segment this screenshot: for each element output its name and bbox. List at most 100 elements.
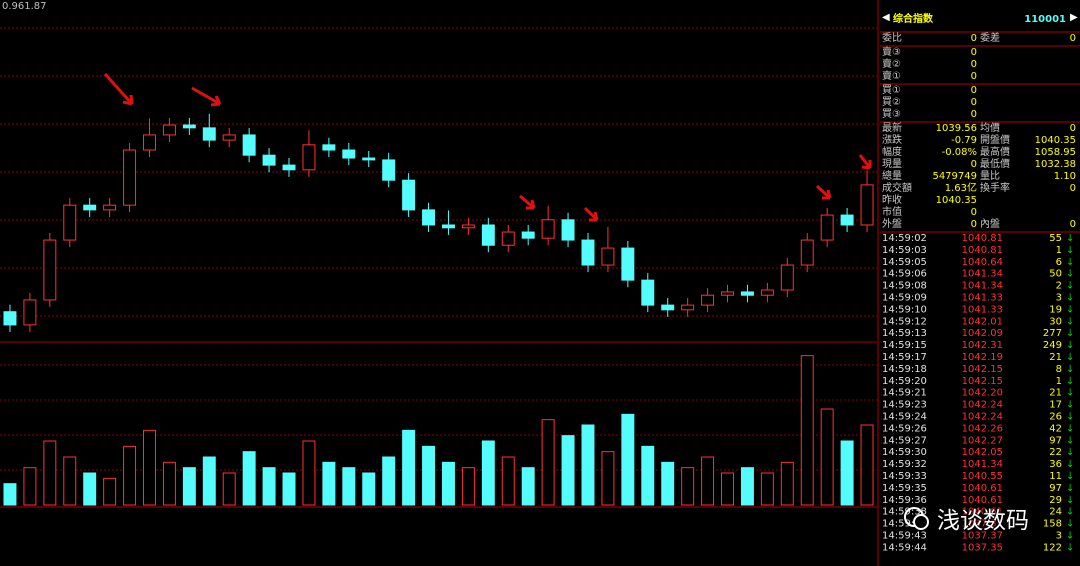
candle-body (262, 154, 276, 166)
tick-time: 14:59:12 (882, 316, 927, 327)
tick-time: 14:59:10 (882, 304, 927, 315)
tick-price: 1042.01 (962, 316, 1003, 327)
tick-time: 14:59:30 (882, 447, 927, 458)
field-label: 幅度 (882, 145, 902, 158)
candle-body (541, 219, 555, 239)
candle-body (23, 299, 37, 326)
tick-price: 1037.37 (962, 531, 1003, 542)
candle-body (860, 184, 874, 226)
volume-bar (840, 440, 854, 506)
watermark-text: 浅谈数码 (937, 508, 1029, 534)
tick-volume: 24 (1049, 507, 1062, 518)
tick-volume: 19 (1049, 304, 1062, 315)
volume-bar (402, 429, 416, 506)
volume-bar (322, 461, 336, 506)
tick-price: 1040.61 (962, 507, 1003, 518)
tick-volume: 1 (1056, 376, 1062, 387)
volume-bar (382, 456, 396, 506)
tick-price: 1040.81 (962, 245, 1003, 256)
volume-bar (342, 467, 356, 506)
tick-price: 1040.64 (962, 257, 1003, 268)
tick-price: 1040.55 (962, 471, 1003, 482)
field-label: 總量 (882, 169, 902, 182)
candle-body (521, 231, 535, 239)
volume-bar (362, 472, 376, 506)
candle-body (601, 247, 615, 266)
field-value: 1.10 (1054, 171, 1076, 182)
volume-bar (222, 472, 236, 506)
arrows (103, 72, 872, 222)
volume-bar (23, 467, 37, 506)
tick-volume: 1 (1056, 245, 1062, 256)
candle-body (641, 279, 655, 306)
candle-body (123, 149, 137, 206)
field-value: -0.08% (942, 147, 977, 158)
nav-left[interactable]: ◀ (882, 12, 890, 23)
field-label: 內盤 (980, 217, 1000, 230)
field-label: 賣① (882, 69, 901, 82)
field-value: -0.79 (951, 135, 977, 146)
field-value: 1.63亿 (945, 181, 977, 194)
volume-bar (780, 461, 794, 506)
candle-body (501, 231, 515, 246)
field-value: 1058.95 (1035, 147, 1076, 158)
field-value: 0 (971, 207, 977, 218)
tick-volume: 2 (1056, 281, 1062, 292)
field-label: 賣③ (882, 45, 901, 58)
tick-price: 1042.31 (962, 340, 1003, 351)
candle-body (760, 289, 774, 296)
tick-direction: ↓ (1066, 257, 1074, 268)
volume-bar (182, 467, 196, 506)
field-label: 昨收 (882, 193, 902, 206)
tick-price: 1040.61 (962, 483, 1003, 494)
field-value: 1040.35 (936, 195, 977, 206)
tick-direction: ↓ (1066, 281, 1074, 292)
volume-bar (103, 477, 117, 506)
watermark: 浅谈数码 (903, 501, 1029, 535)
candle-body (282, 164, 296, 171)
tick-price: 1041.34 (962, 459, 1003, 470)
candle-body (402, 179, 416, 211)
volume-bar (561, 435, 575, 506)
field-label: 外盤 (882, 217, 902, 230)
candle-body (242, 134, 256, 156)
tick-volume: 21 (1049, 352, 1062, 363)
tick-time: 14:59:21 (882, 388, 927, 399)
tick-direction: ↓ (1066, 412, 1074, 423)
tick-direction: ↓ (1066, 364, 1074, 375)
tick-direction: ↓ (1066, 507, 1074, 518)
field-label: 漲跌 (882, 133, 902, 146)
tick-direction: ↓ (1066, 471, 1074, 482)
tick-price: 1041.34 (962, 281, 1003, 292)
nav-right[interactable]: ▶ (1070, 12, 1078, 23)
tick-direction: ↓ (1066, 459, 1074, 470)
tick-price: 1041.33 (962, 304, 1003, 315)
candle-body (441, 224, 455, 229)
volume-bar (63, 456, 77, 506)
candle-body (43, 239, 57, 301)
tick-time: 14:59:36 (882, 495, 927, 506)
tick-time: 14:59:08 (882, 281, 927, 292)
tick-direction: ↓ (1066, 269, 1074, 280)
volume-bar (721, 472, 734, 506)
index-code: 110001 (1024, 14, 1066, 25)
candle-body (83, 204, 97, 211)
volume-bar (162, 461, 176, 506)
candle-body (63, 204, 77, 241)
tick-time: 14:59:13 (882, 328, 927, 339)
tick-price: 1037.35 (962, 542, 1003, 553)
field-label: 最低價 (980, 157, 1010, 170)
volume-bar (740, 467, 754, 506)
field-label: 最高價 (980, 145, 1010, 158)
tick-volume: 6 (1056, 257, 1062, 268)
tick-price: 1041.34 (962, 269, 1003, 280)
candle-body (740, 291, 754, 296)
tick-volume: 3 (1056, 293, 1062, 304)
volume-bar (581, 424, 595, 506)
tick-volume: 122 (1043, 542, 1062, 553)
tick-time: 14:59:17 (882, 352, 927, 363)
volume-bar (760, 472, 774, 506)
field-value: 0 (971, 71, 977, 82)
volume-bar (123, 445, 137, 506)
